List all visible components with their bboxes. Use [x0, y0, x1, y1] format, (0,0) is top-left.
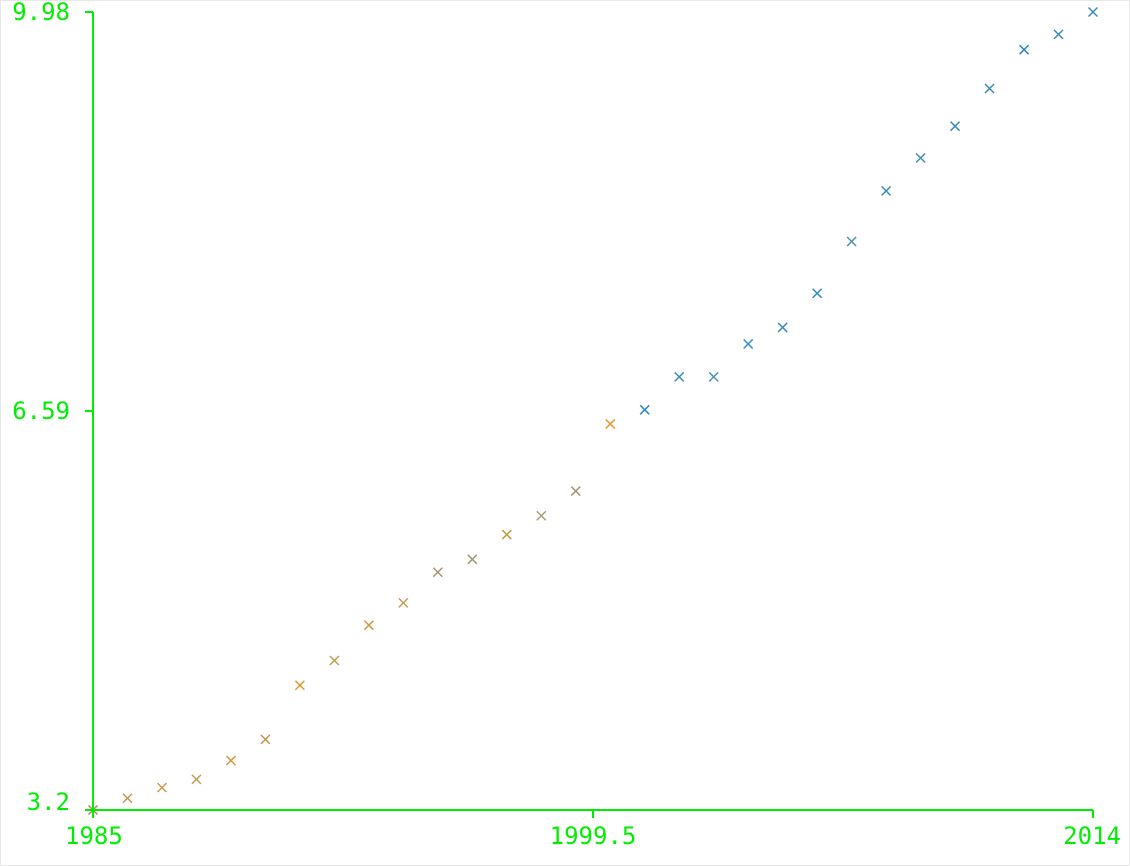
data-point: [467, 554, 478, 565]
y-tick-label: 6.59: [12, 397, 70, 425]
data-point: [398, 597, 409, 608]
data-point: [777, 322, 788, 333]
y-axis-ticks: 3.2 6.59 9.98: [12, 0, 93, 816]
data-point: [260, 734, 271, 745]
data-point: [294, 680, 305, 691]
data-point: [1087, 6, 1099, 18]
data-point: [812, 288, 823, 299]
data-point: [1019, 44, 1030, 55]
data-point: [570, 486, 581, 497]
data-point: [605, 418, 616, 429]
data-point: [984, 83, 995, 94]
data-point: [156, 782, 167, 793]
y-tick-label: 9.98: [12, 0, 70, 26]
data-point: [225, 755, 236, 766]
data-points: [87, 6, 1099, 816]
data-point: [191, 774, 202, 785]
data-point: [432, 567, 443, 578]
data-point: [501, 529, 512, 540]
data-point: [881, 185, 892, 196]
data-point: [915, 152, 926, 163]
data-point: [743, 338, 754, 349]
data-point: [1053, 29, 1064, 40]
data-point: [639, 404, 650, 415]
x-tick-label: 1985: [65, 822, 123, 850]
data-point: [363, 620, 374, 631]
x-axis-ticks: 1985 1999.5 2014: [65, 810, 1121, 850]
data-point: [674, 371, 685, 382]
data-point: [846, 236, 857, 247]
data-point: [536, 510, 547, 521]
x-tick-label: 2014: [1063, 822, 1121, 850]
data-point: [329, 655, 340, 666]
data-point: [950, 121, 961, 132]
data-point: [708, 371, 719, 382]
data-point: [122, 793, 133, 804]
x-tick-label: 1999.5: [550, 822, 637, 850]
y-tick-label: 3.2: [27, 788, 70, 816]
